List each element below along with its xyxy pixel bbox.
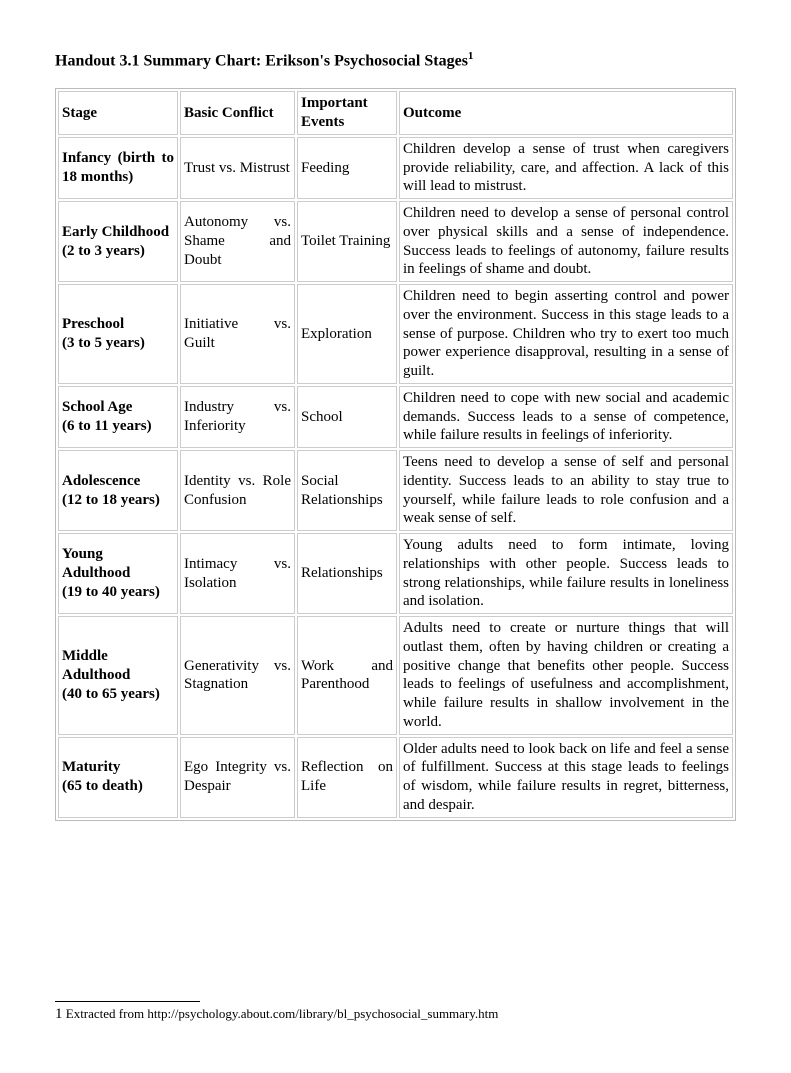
table-row: Maturity(65 to death)Ego Integrity vs. D… <box>58 737 733 818</box>
outcome-cell: Adults need to create or nurture things … <box>399 616 733 735</box>
events-cell: Social Relationships <box>297 450 397 531</box>
outcome-cell: Children need to begin asserting control… <box>399 284 733 384</box>
stage-text: Preschool <box>62 315 174 334</box>
outcome-cell: Teens need to develop a sense of self an… <box>399 450 733 531</box>
table-row: Adolescence(12 to 18 years)Identity vs. … <box>58 450 733 531</box>
table-row: Middle Adulthood(40 to 65 years)Generati… <box>58 616 733 735</box>
footnote: 1 Extracted from http://psychology.about… <box>55 1006 736 1023</box>
stage-cell: Maturity(65 to death) <box>58 737 178 818</box>
stage-text: Middle Adulthood <box>62 647 174 685</box>
table-row: Infancy (birth to 18 months)Trust vs. Mi… <box>58 137 733 199</box>
stage-text: (6 to 11 years) <box>62 417 174 436</box>
outcome-cell: Children need to cope with new social an… <box>399 386 733 448</box>
events-cell: Reflection on Life <box>297 737 397 818</box>
outcome-cell: Older adults need to look back on life a… <box>399 737 733 818</box>
stage-text: (2 to 3 years) <box>62 242 174 261</box>
conflict-cell: Industry vs. Inferiority <box>180 386 295 448</box>
stage-cell: Young Adulthood(19 to 40 years) <box>58 533 178 614</box>
conflict-cell: Ego Integrity vs. Despair <box>180 737 295 818</box>
stage-text: (65 to death) <box>62 777 174 796</box>
stage-text: Young Adulthood <box>62 545 174 583</box>
table-row: Early Childhood(2 to 3 years)Autonomy vs… <box>58 201 733 282</box>
conflict-cell: Intimacy vs. Isolation <box>180 533 295 614</box>
stage-text: Infancy (birth to 18 months) <box>62 149 174 187</box>
stage-text: (19 to 40 years) <box>62 583 174 602</box>
events-cell: Relationships <box>297 533 397 614</box>
conflict-cell: Trust vs. Mistrust <box>180 137 295 199</box>
header-stage: Stage <box>58 91 178 135</box>
header-outcome: Outcome <box>399 91 733 135</box>
stage-cell: Infancy (birth to 18 months) <box>58 137 178 199</box>
conflict-cell: Generativity vs. Stagnation <box>180 616 295 735</box>
stage-text: School Age <box>62 398 174 417</box>
header-events: Important Events <box>297 91 397 135</box>
stage-text: (12 to 18 years) <box>62 491 174 510</box>
footnote-text: Extracted from http://psychology.about.c… <box>63 1006 499 1021</box>
events-cell: Feeding <box>297 137 397 199</box>
stage-cell: Adolescence(12 to 18 years) <box>58 450 178 531</box>
stage-text: Early Childhood <box>62 223 174 242</box>
stage-cell: Middle Adulthood(40 to 65 years) <box>58 616 178 735</box>
conflict-cell: Autonomy vs. Shame and Doubt <box>180 201 295 282</box>
events-cell: School <box>297 386 397 448</box>
stage-text: (3 to 5 years) <box>62 334 174 353</box>
table-row: Young Adulthood(19 to 40 years)Intimacy … <box>58 533 733 614</box>
header-conflict: Basic Conflict <box>180 91 295 135</box>
table-row: Preschool(3 to 5 years)Initiative vs. Gu… <box>58 284 733 384</box>
conflict-cell: Initiative vs. Guilt <box>180 284 295 384</box>
outcome-cell: Children need to develop a sense of pers… <box>399 201 733 282</box>
title-superscript: 1 <box>468 50 474 62</box>
outcome-cell: Children develop a sense of trust when c… <box>399 137 733 199</box>
events-cell: Work and Parenthood <box>297 616 397 735</box>
erikson-stages-table: Stage Basic Conflict Important Events Ou… <box>55 88 736 820</box>
stage-cell: Preschool(3 to 5 years) <box>58 284 178 384</box>
outcome-cell: Young adults need to form intimate, lovi… <box>399 533 733 614</box>
title-text: Handout 3.1 Summary Chart: Erikson's Psy… <box>55 52 468 69</box>
footnote-separator <box>55 1001 200 1002</box>
conflict-cell: Identity vs. Role Confusion <box>180 450 295 531</box>
events-cell: Toilet Training <box>297 201 397 282</box>
footnote-number: 1 <box>55 1006 63 1022</box>
events-cell: Exploration <box>297 284 397 384</box>
stage-text: Maturity <box>62 758 174 777</box>
table-row: School Age(6 to 11 years)Industry vs. In… <box>58 386 733 448</box>
table-header-row: Stage Basic Conflict Important Events Ou… <box>58 91 733 135</box>
page-title: Handout 3.1 Summary Chart: Erikson's Psy… <box>55 50 736 70</box>
stage-text: (40 to 65 years) <box>62 685 174 704</box>
stage-cell: School Age(6 to 11 years) <box>58 386 178 448</box>
stage-text: Adolescence <box>62 472 174 491</box>
stage-cell: Early Childhood(2 to 3 years) <box>58 201 178 282</box>
